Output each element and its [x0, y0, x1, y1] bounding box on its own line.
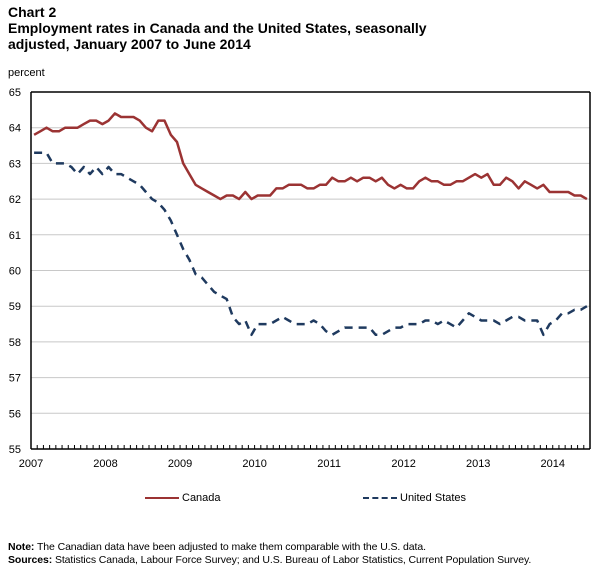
y-tick-label: 65 — [9, 87, 21, 99]
chart-title-line-1: Employment rates in Canada and the Unite… — [8, 20, 427, 36]
x-tick-labels: 2007 2008 2009 2010 2011 2012 2013 2014 — [19, 458, 565, 470]
x-tick-label: 2007 — [19, 458, 43, 470]
x-tick-label: 2011 — [317, 458, 341, 470]
note-text: The Canadian data have been adjusted to … — [34, 541, 426, 553]
y-tick-label: 60 — [9, 266, 21, 278]
sources-text: Statistics Canada, Labour Force Survey; … — [52, 554, 532, 566]
sources-label: Sources: — [8, 554, 53, 566]
chart-title-line-2: adjusted, January 2007 to June 2014 — [8, 36, 251, 52]
x-tick-label: 2009 — [168, 458, 192, 470]
y-tick-label: 63 — [9, 158, 21, 170]
series-line-united-states — [34, 151, 588, 337]
x-tick-label: 2010 — [242, 458, 266, 470]
x-tick-label: 2008 — [93, 458, 117, 470]
y-tick-label: 56 — [9, 408, 21, 420]
y-tick-labels: 55 56 57 58 59 60 61 62 63 64 65 — [9, 87, 21, 456]
x-tick-label: 2014 — [540, 458, 564, 470]
gridlines — [31, 127, 590, 414]
y-axis-label: percent — [8, 67, 45, 79]
x-tick-label: 2012 — [391, 458, 415, 470]
y-tick-label: 57 — [9, 373, 21, 385]
y-tick-label: 58 — [9, 337, 21, 349]
y-tick-label: 59 — [9, 301, 21, 313]
series-lines — [33, 112, 588, 337]
legend-swatch-united-states — [363, 497, 397, 499]
y-tick-label: 55 — [9, 444, 21, 456]
legend-item-canada: Canada — [145, 492, 221, 504]
x-tick-label: 2013 — [466, 458, 490, 470]
note-label: Note: — [8, 541, 35, 553]
y-tick-label: 62 — [9, 194, 21, 206]
plot-frame — [30, 91, 591, 450]
note-line: Note: The Canadian data have been adjust… — [8, 541, 531, 554]
y-tick-label: 61 — [9, 230, 21, 242]
sources-line: Sources: Statistics Canada, Labour Force… — [8, 554, 531, 567]
chart-title-block: Chart 2 Employment rates in Canada and t… — [8, 4, 427, 52]
series-line-canada — [33, 112, 588, 201]
legend-label-united-states: United States — [400, 492, 467, 504]
legend-item-united-states: United States — [363, 492, 466, 504]
y-tick-label: 64 — [9, 123, 21, 135]
chart-notes: Note: The Canadian data have been adjust… — [8, 541, 531, 567]
legend-label-canada: Canada — [182, 492, 221, 504]
legend-swatch-canada — [145, 497, 179, 499]
chart-number: Chart 2 — [8, 4, 57, 20]
